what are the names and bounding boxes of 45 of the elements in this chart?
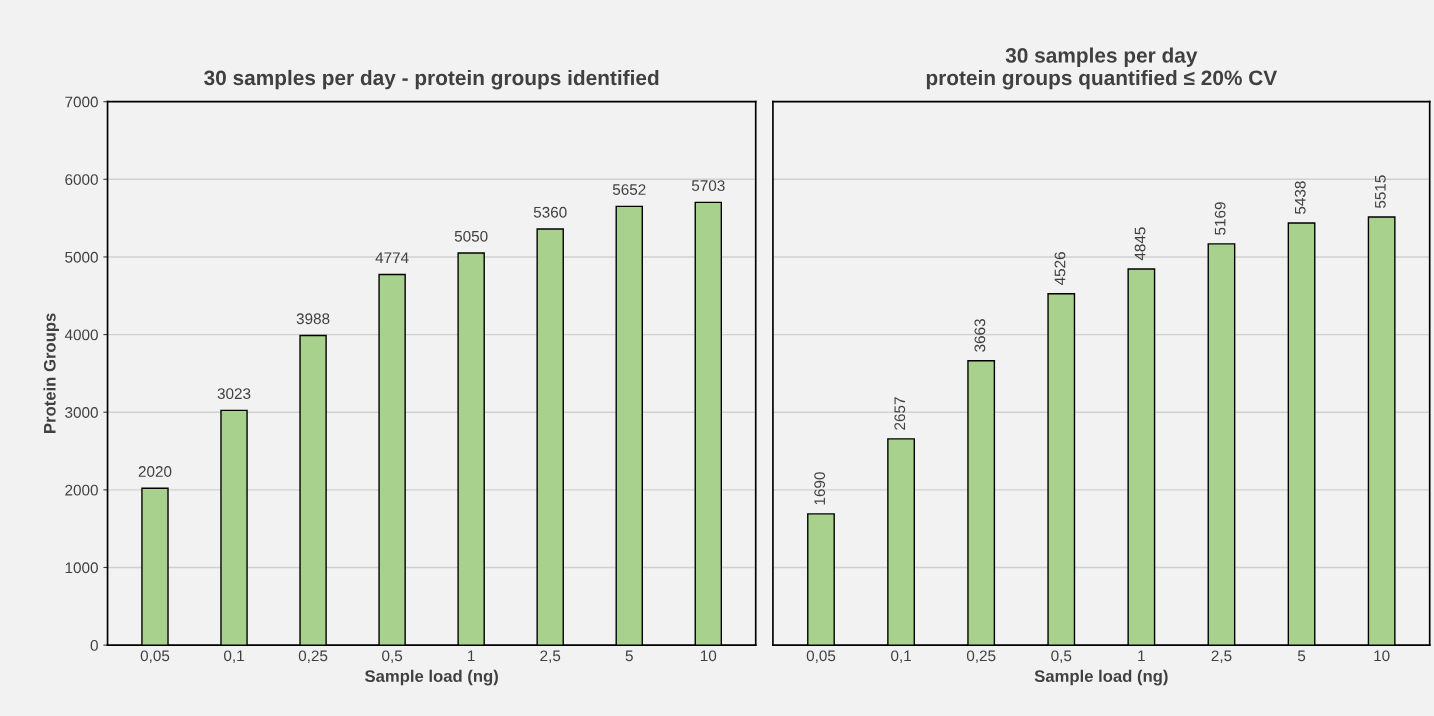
x-tick-label: 5 <box>625 650 633 662</box>
chart-title: 30 samples per day - protein groups identified <box>204 69 659 90</box>
data-label: 1690 <box>814 472 826 505</box>
x-tick-label: 0,1 <box>224 650 244 663</box>
data-label: 5652 <box>612 184 646 195</box>
y-tick-label: 4000 <box>64 329 98 341</box>
x-axis-title: Sample load (ng) <box>364 669 498 686</box>
data-label: 3988 <box>296 313 330 325</box>
x-tick-label: 2,5 <box>540 650 561 663</box>
x-tick-label: 0,5 <box>382 650 403 663</box>
data-label: 5360 <box>533 206 567 218</box>
x-axis-title: Sample load (ng) <box>1034 669 1168 686</box>
x-tick-label: 10 <box>1374 650 1390 662</box>
data-label: 4774 <box>375 252 409 263</box>
y-tick-label: 3000 <box>65 407 98 418</box>
x-tick-label: 0,05 <box>806 650 836 663</box>
data-label: 5169 <box>1214 202 1226 235</box>
y-tick-label: 6000 <box>65 174 98 185</box>
x-tick-label: 0,25 <box>966 650 996 663</box>
y-tick-label: 5000 <box>65 251 98 263</box>
y-tick-label: 7000 <box>65 96 98 108</box>
data-label: 4526 <box>1054 252 1066 286</box>
x-tick-label: 1 <box>468 650 475 662</box>
data-label: 2020 <box>138 466 172 477</box>
data-label: 5515 <box>1375 175 1386 209</box>
y-tick-label: 0 <box>90 639 98 651</box>
data-label: 5703 <box>691 180 725 192</box>
y-axis-title: Protein Groups <box>43 313 59 433</box>
x-tick-label: 0,1 <box>891 650 911 663</box>
x-tick-label: 5 <box>1297 650 1306 662</box>
data-label: 4845 <box>1134 227 1146 261</box>
data-label: 3663 <box>974 319 986 352</box>
x-tick-label: 1 <box>1138 650 1145 662</box>
y-tick-label: 1000 <box>65 562 98 574</box>
data-label: 5050 <box>454 230 488 242</box>
x-tick-label: 0,05 <box>140 650 170 663</box>
x-tick-label: 2,5 <box>1211 650 1232 663</box>
data-label: 2657 <box>894 397 906 430</box>
y-tick-label: 2000 <box>65 484 98 496</box>
x-tick-label: 10 <box>700 650 717 662</box>
data-label: 3023 <box>217 388 251 400</box>
x-tick-label: 0,25 <box>298 650 328 663</box>
data-label: 5438 <box>1294 181 1306 214</box>
chart-title: 30 samples per day protein groups quantified ≤ 20% CV <box>926 47 1278 90</box>
x-tick-label: 0,5 <box>1051 650 1072 663</box>
